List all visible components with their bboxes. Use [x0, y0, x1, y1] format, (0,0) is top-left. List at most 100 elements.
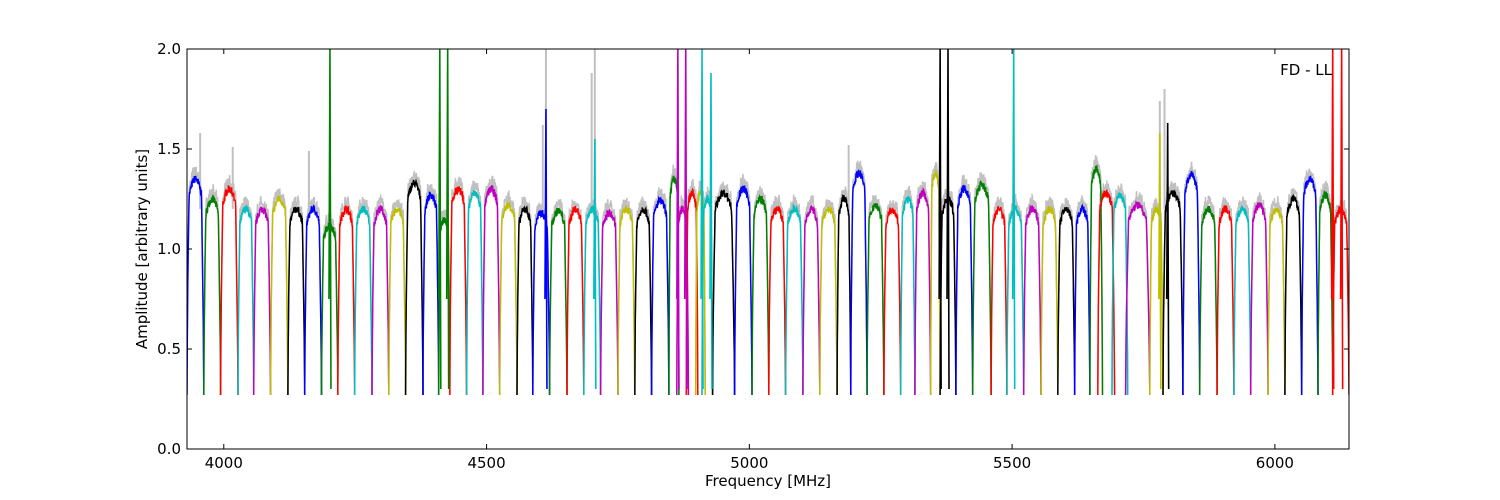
- window-line-26: [617, 205, 636, 396]
- window-line-16: [449, 186, 468, 396]
- window-line-40: [819, 205, 838, 396]
- x-tick-label: 5000: [730, 454, 768, 472]
- window-line-35: [733, 185, 753, 396]
- window-line-45: [899, 196, 916, 396]
- window-line-20: [516, 205, 534, 396]
- window-line-13: [404, 178, 424, 396]
- window-line-63: [1182, 170, 1201, 396]
- y-tick-label: 0.0: [157, 440, 181, 458]
- window-line-46: [914, 186, 932, 396]
- spike-line: [544, 108, 548, 390]
- window-line-51: [990, 205, 1008, 396]
- window-line-71: [1317, 189, 1334, 396]
- window-line-64: [1198, 205, 1218, 396]
- raw-window-line: [1073, 195, 1091, 396]
- spike-line: [437, 49, 442, 390]
- raw-window-line: [1111, 183, 1129, 396]
- window-line-14: [422, 191, 440, 396]
- window-line-58: [1097, 189, 1116, 396]
- window-line-23: [566, 205, 585, 396]
- spike-line: [445, 49, 450, 390]
- window-line-60: [1124, 200, 1151, 396]
- window-line-62: [1162, 189, 1184, 396]
- spike-line: [1011, 49, 1016, 390]
- window-line-25: [599, 209, 619, 396]
- y-tick-label: 0.5: [157, 340, 181, 358]
- window-line-67: [1249, 202, 1269, 396]
- window-line-49: [955, 184, 974, 396]
- spike-line: [1330, 49, 1335, 390]
- spike-line: [593, 138, 597, 390]
- raw-window-line: [768, 194, 787, 396]
- window-line-38: [784, 202, 804, 396]
- spike-line: [1339, 49, 1344, 390]
- spike-line: [1165, 122, 1170, 390]
- window-line-18: [482, 184, 501, 396]
- spike-line: [683, 49, 688, 390]
- window-line-1: [203, 194, 222, 396]
- y-tick-label: 2.0: [157, 40, 181, 58]
- window-line-47: [929, 169, 941, 396]
- raw-window-line: [685, 178, 699, 396]
- window-line-52: [1006, 205, 1025, 396]
- x-tick-label: 4000: [205, 454, 243, 472]
- window-line-19: [498, 202, 518, 396]
- window-line-17: [465, 190, 484, 396]
- window-line-69: [1284, 193, 1303, 396]
- raw-window-line: [548, 199, 568, 396]
- window-line-4: [252, 206, 272, 396]
- window-line-0: [187, 175, 205, 396]
- window-line-9: [337, 205, 356, 396]
- window-line-54: [1040, 205, 1059, 396]
- y-axis-label: Amplitude [arbitrary units]: [133, 149, 151, 349]
- series-layer: [187, 49, 1349, 396]
- window-line-65: [1216, 204, 1235, 396]
- plot-frame: [186, 48, 1350, 450]
- window-line-6: [287, 206, 306, 396]
- window-line-41: [836, 193, 852, 396]
- y-tick-label: 1.5: [157, 140, 181, 158]
- spike-line: [946, 49, 950, 390]
- raw-window-line: [422, 183, 440, 396]
- window-line-3: [237, 204, 255, 396]
- window-line-36: [751, 193, 770, 396]
- window-line-66: [1233, 205, 1252, 396]
- window-line-43: [866, 203, 885, 396]
- spike-line: [676, 49, 680, 390]
- x-axis-label: Frequency [MHz]: [705, 472, 831, 490]
- window-line-28: [650, 195, 670, 396]
- raw-window-line: [1216, 197, 1235, 396]
- window-line-5: [269, 195, 289, 396]
- raw-window-line: [883, 199, 902, 396]
- window-line-57: [1089, 164, 1104, 396]
- window-line-12: [388, 207, 407, 396]
- window-line-10: [353, 205, 373, 396]
- window-line-22: [548, 207, 568, 396]
- raw-window-line: [1249, 192, 1269, 396]
- window-line-44: [883, 207, 902, 396]
- window-line-34: [711, 189, 736, 396]
- window-line-7: [303, 204, 323, 396]
- window-line-39: [802, 204, 821, 396]
- y-tick-label: 1.0: [157, 240, 181, 258]
- window-line-31: [685, 187, 699, 396]
- raw-window-line: [899, 185, 916, 396]
- window-line-24: [583, 205, 602, 396]
- window-line-56: [1073, 203, 1091, 396]
- raw-window-line: [465, 180, 484, 396]
- spike-line: [700, 49, 704, 390]
- spike-line: [328, 49, 332, 390]
- raw-window-line: [784, 194, 804, 396]
- window-line-59: [1111, 192, 1129, 396]
- window-line-70: [1300, 175, 1319, 396]
- x-tick-label: 4500: [467, 454, 505, 472]
- window-line-42: [850, 169, 868, 396]
- window-line-55: [1057, 206, 1076, 396]
- x-tick-label: 5500: [993, 454, 1031, 472]
- axis-ticks: 4000 4500 5000 5500 6000 0.0 0.5 1.0 1.5 2.0: [157, 40, 1349, 472]
- spike-line: [1158, 132, 1162, 390]
- spike-line: [709, 72, 713, 390]
- x-tick-label: 6000: [1256, 454, 1294, 472]
- raw-window-line: [914, 181, 932, 396]
